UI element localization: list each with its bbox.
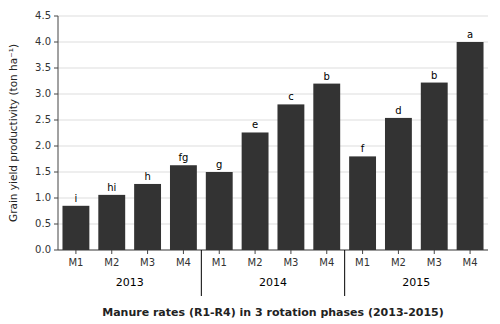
- x-tick: [362, 250, 363, 254]
- y-tick: [54, 172, 58, 173]
- bar: [277, 104, 304, 250]
- bar: [170, 165, 197, 250]
- annotations: i hi h fg g e c b f d b a: [75, 29, 474, 204]
- y-tick-label: 3.5: [35, 62, 51, 73]
- y-tick-label: 1.0: [35, 192, 51, 203]
- y-axis-title: Grain yield productivity (ton ha⁻¹): [7, 44, 19, 222]
- significance-letter: i: [75, 193, 78, 204]
- x-axis-title: Manure rates (R1-R4) in 3 rotation phase…: [102, 306, 444, 319]
- bar: [313, 84, 340, 250]
- bar: [385, 118, 412, 250]
- x-tick-label: M1: [212, 257, 227, 268]
- x-tick-label: M1: [68, 257, 83, 268]
- bar: [242, 132, 269, 250]
- significance-letter: a: [467, 29, 473, 40]
- x-tick: [398, 250, 399, 254]
- x-tick-label: M3: [427, 257, 442, 268]
- y-tick-label: 2.5: [35, 114, 51, 125]
- y-tick-label: 3.0: [35, 88, 51, 99]
- x-tick-label: M2: [104, 257, 119, 268]
- y-tick: [54, 94, 58, 95]
- x-tick-label: M4: [176, 257, 191, 268]
- group-label: 2014: [259, 276, 287, 289]
- x-tick: [183, 250, 184, 254]
- significance-letter: c: [288, 91, 294, 102]
- grid: [58, 16, 488, 250]
- y-tick: [54, 198, 58, 199]
- y-tick-label: 0.5: [35, 218, 51, 229]
- significance-letter: hi: [107, 182, 116, 193]
- bar: [457, 42, 484, 250]
- chart-container: 0.0 0.5 1.0 1.5 2.0 2.5 3.0 3.5 4.0 4.5 M1 M2 M3 M4 M1…: [0, 0, 500, 324]
- x-tick-label: M2: [391, 257, 406, 268]
- grid-line: [58, 68, 488, 69]
- grid-line: [58, 42, 488, 43]
- x-tick-label: M3: [140, 257, 155, 268]
- y-tick-label: 1.5: [35, 166, 51, 177]
- y-tick-label: 4.5: [35, 10, 51, 21]
- x-tick-label: M2: [248, 257, 263, 268]
- y-tick-label: 2.0: [35, 140, 51, 151]
- significance-letter: h: [144, 171, 150, 182]
- y-axis-line: [58, 16, 59, 250]
- significance-letter: g: [216, 159, 222, 170]
- group-divider: [344, 250, 345, 296]
- x-tick: [111, 250, 112, 254]
- group-label: 2015: [402, 276, 430, 289]
- grid-line: [58, 16, 488, 17]
- y-tick: [54, 16, 58, 17]
- significance-letter: f: [361, 143, 365, 154]
- y-tick: [54, 120, 58, 121]
- significance-letter: d: [395, 105, 401, 116]
- significance-letter: b: [431, 70, 437, 81]
- y-tick: [54, 68, 58, 69]
- x-tick: [470, 250, 471, 254]
- chart: 0.0 0.5 1.0 1.5 2.0 2.5 3.0 3.5 4.0 4.5 M1 M2 M3 M4 M1…: [0, 0, 500, 324]
- group-label: 2013: [116, 276, 144, 289]
- x-tick-label: M4: [319, 257, 334, 268]
- x-tick: [75, 250, 76, 254]
- significance-letter: e: [252, 119, 258, 130]
- y-tick: [54, 146, 58, 147]
- x-tick: [147, 250, 148, 254]
- x-tick: [290, 250, 291, 254]
- y-tick: [54, 224, 58, 225]
- y-tick-label: 0.0: [35, 244, 51, 255]
- bar: [421, 83, 448, 250]
- bars: [62, 42, 483, 250]
- bar: [98, 195, 125, 250]
- x-tick: [255, 250, 256, 254]
- significance-letter: b: [324, 71, 330, 82]
- y-tick-label: 4.0: [35, 36, 51, 47]
- y-tick: [54, 42, 58, 43]
- significance-letter: fg: [178, 152, 188, 163]
- x-tick-label: M4: [463, 257, 478, 268]
- axes: 0.0 0.5 1.0 1.5 2.0 2.5 3.0 3.5 4.0 4.5 M1 M2 M3 M4 M1…: [35, 10, 488, 296]
- x-tick: [219, 250, 220, 254]
- bar: [62, 206, 89, 250]
- group-divider: [201, 250, 202, 296]
- bar: [206, 172, 233, 250]
- y-tick: [54, 250, 58, 251]
- x-tick-label: M3: [283, 257, 298, 268]
- x-tick: [326, 250, 327, 254]
- bar: [134, 184, 161, 250]
- bar: [349, 156, 376, 250]
- x-tick: [434, 250, 435, 254]
- x-tick-label: M1: [355, 257, 370, 268]
